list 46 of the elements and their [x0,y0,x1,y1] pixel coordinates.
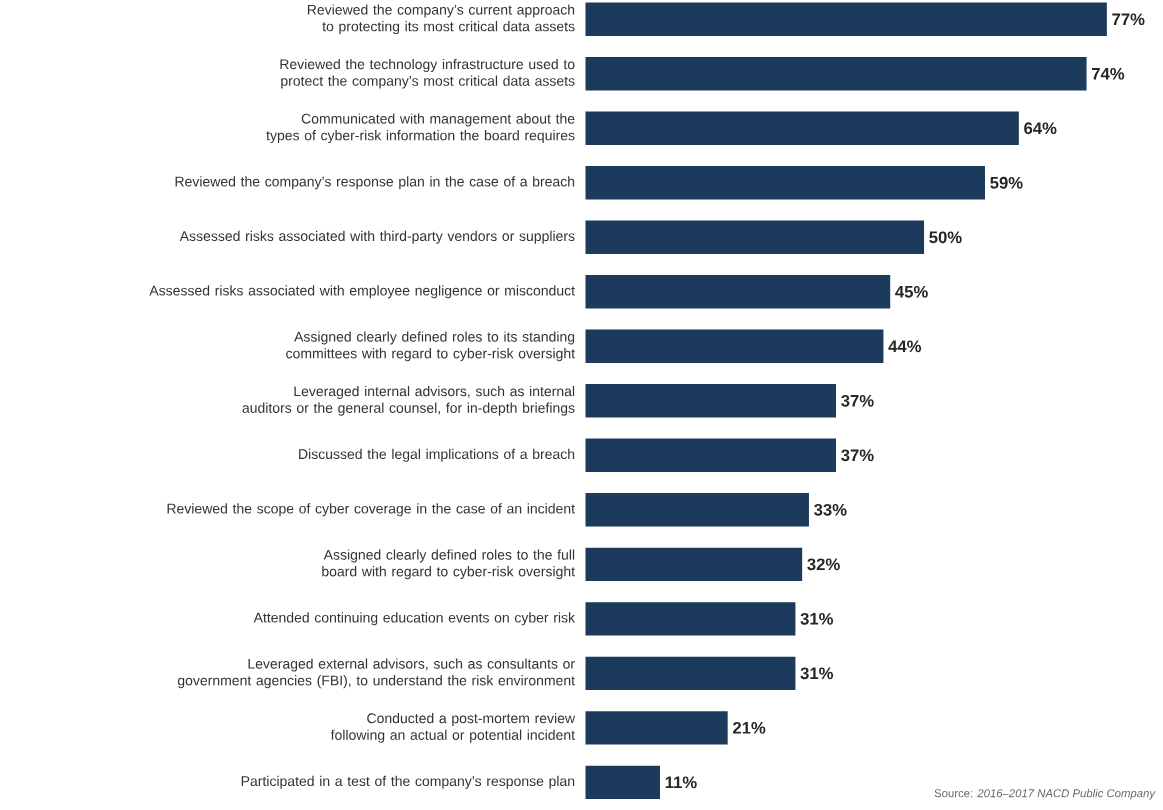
data-label: 64% [1024,122,1057,135]
bar [585,220,925,255]
bar [585,547,803,582]
data-label: 37% [841,449,874,462]
data-label: 32% [807,558,840,571]
y-tick-label: Attended continuing education events on cyber risk [253,612,576,626]
bar [585,275,891,309]
bar [585,711,728,745]
data-label: 11% [665,776,697,789]
y-tick-label: Discussed the legal implications of a breach [299,448,575,463]
y-tick-label: Reviewed the technology infrastructure used to protect the company’s most critical data assets [280,59,575,89]
bar [585,329,884,364]
y-tick-label: Communicated with management about the types of cyber-risk information the board requires [266,113,575,144]
data-label: 45% [895,286,928,298]
data-label: 33% [814,504,847,516]
y-tick-label: Reviewed the company’s response plan in the case of a breach [175,176,575,190]
y-tick-label: Conducted a post-mortem review following an actual or potential incident [330,713,576,743]
y-tick-label: Reviewed the scope of cyber coverage in the case of an incident [167,503,575,517]
data-label: 31% [800,613,834,625]
y-tick-label: Reviewed the company’s current approach to protecting its most critical data assets [307,4,575,35]
bar [585,656,796,691]
data-label: 59% [990,177,1023,189]
bar [585,166,985,200]
y-tick-label: Leveraged external advisors, such as consultants or government agencies (FBI), to understand the risk environment [177,658,575,689]
y-tick-label: Leveraged internal advisors, such as internal auditors or the general counsel, for in-depth briefings [242,386,575,416]
data-label: 31% [800,667,834,680]
bar [585,384,837,418]
y-tick-label: Participated in a test of the company’s response plan [241,776,575,790]
annotation: Source: 2016–2017 NACD Public Company [934,789,1156,800]
bar [585,57,1087,91]
y-tick-label: Assigned clearly defined roles to the full board with regard to cyber-risk oversight [322,549,575,580]
data-label: 44% [888,340,922,353]
bar [585,602,796,636]
y-tick-label: Assessed risks associated with third-party vendors or suppliers [179,230,575,245]
bar [585,111,1019,146]
bar [585,765,660,800]
y-tick-label: Assessed risks associated with employee negligence or misconduct [149,285,575,299]
data-label: 37% [841,395,874,407]
bar [585,438,837,473]
data-label: 77% [1112,13,1145,26]
y-tick-label: Assigned clearly defined roles to its standing committees with regard to cyber-risk oversight [286,331,575,362]
bar [585,493,809,527]
bar [585,2,1107,37]
data-label: 21% [732,722,766,734]
data-label: 50% [929,231,962,244]
data-label: 74% [1091,68,1125,80]
